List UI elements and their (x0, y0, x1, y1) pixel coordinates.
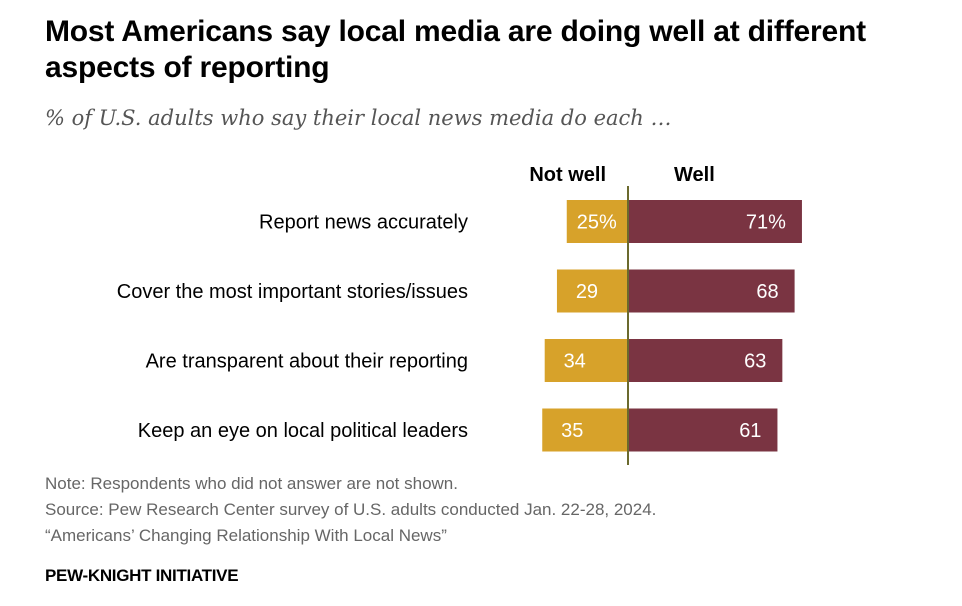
data-label-not-well: 25% (577, 212, 617, 234)
legend-well: Well (674, 164, 715, 186)
bar-well (628, 200, 802, 243)
bar-well (628, 408, 778, 452)
bar-not-well (556, 269, 628, 313)
chart-subtitle: % of U.S. adults who say their local new… (45, 106, 672, 130)
footer-label: PEW-KNIGHT INITIATIVE (45, 566, 239, 585)
data-label-well: 71% (746, 212, 786, 234)
data-label-not-well: 29 (576, 281, 598, 303)
source-text: Source: Pew Research Center survey of U.… (45, 500, 657, 519)
data-label-not-well: 34 (564, 351, 586, 373)
data-label-well: 61 (739, 420, 761, 442)
data-label-not-well: 35 (561, 420, 583, 442)
category-label: Keep an eye on local political leaders (138, 420, 468, 442)
data-label-well: 63 (744, 351, 766, 373)
diverging-bar-chart: Not well Well Report news accurately 25% 71… (117, 164, 802, 465)
bar-not-well (566, 200, 628, 243)
note-text: Note: Respondents who did not answer are… (45, 474, 458, 493)
bar-not-well (544, 339, 628, 382)
category-label: Cover the most important stories/issues (117, 281, 468, 303)
legend-not-well: Not well (529, 164, 606, 186)
category-label: Report news accurately (259, 212, 468, 234)
category-label: Are transparent about their reporting (146, 351, 468, 373)
bar-well (628, 269, 795, 313)
chart-title: Most Americans say local media are doing… (45, 15, 866, 84)
data-label-well: 68 (756, 281, 778, 303)
bar-well (628, 339, 783, 382)
report-title-text: “Americans’ Changing Relationship With L… (45, 526, 447, 545)
bar-not-well (542, 408, 628, 452)
